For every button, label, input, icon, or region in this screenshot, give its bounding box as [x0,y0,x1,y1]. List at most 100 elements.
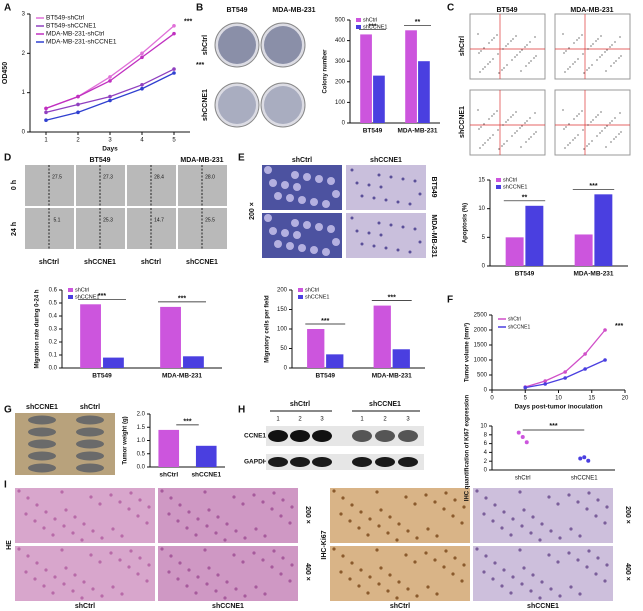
nucleus [397,522,401,526]
panel-letter: D [4,153,11,164]
nucleus [24,512,28,516]
band [398,457,418,467]
cell [291,219,299,227]
band [352,457,372,467]
nucleus [585,507,589,511]
nucleus [167,512,171,516]
label: MDA-MB-231 [430,214,437,257]
nucleus [442,565,446,569]
nucleus [169,496,173,500]
nucleus [127,565,131,569]
mouse [76,427,104,437]
event [496,110,498,112]
nucleus [540,522,544,526]
event [569,66,571,68]
mouse [76,439,104,449]
event [588,67,590,69]
nucleus [435,592,439,596]
event [610,65,612,67]
label: shCtrl [292,157,312,164]
nucleus [482,512,486,516]
y-tick-label: 200 [335,79,346,85]
panel-letter: C [447,3,454,14]
event [496,34,498,36]
event [582,53,584,55]
point [140,83,144,87]
nucleus [576,500,580,504]
mouse [28,427,56,437]
bar [360,34,372,123]
cell [384,246,388,250]
x-axis-label: Days [102,146,118,153]
event [614,41,616,43]
transwell-image [346,165,426,210]
nucleus [185,584,189,588]
nucleus [145,579,149,583]
event [526,44,528,46]
cell [401,177,405,181]
legend-label: shCtrl [508,316,521,322]
nucleus [98,560,102,564]
cell [310,198,318,206]
nucleus [17,547,21,551]
event [521,125,523,127]
event [562,33,564,35]
event [503,67,505,69]
legend-label: shCtrl [305,287,319,293]
nucleus [80,596,84,600]
event [572,63,574,65]
nucleus [232,495,236,499]
event [577,134,579,136]
nucleus [509,591,513,595]
event [529,41,531,43]
event [484,66,486,68]
point [172,71,176,75]
nucleus [500,584,504,588]
nucleus [169,554,173,558]
nucleus [379,508,383,512]
cell [408,250,412,254]
event [530,60,532,62]
cell [274,240,282,248]
nucleus [232,553,236,557]
event [577,58,579,60]
band [312,457,332,467]
event [600,35,602,37]
mouse [76,451,104,461]
cell [418,240,422,244]
label: 27.3 [103,174,113,180]
nucleus [339,570,343,574]
cell [379,185,383,189]
event [596,59,598,61]
nucleus [359,510,363,514]
cell [322,248,330,256]
event [525,141,527,143]
y-tick-label: 0.5 [49,301,58,307]
nucleus [377,524,381,528]
event [525,65,527,67]
y-tick-label: 2000 [474,328,488,334]
event [597,114,599,116]
event [512,114,514,116]
event [492,134,494,136]
event [583,148,585,150]
histology-image [473,488,613,543]
band [375,457,395,467]
nucleus [404,495,408,499]
event [563,52,565,54]
bar [392,349,410,368]
nucleus [261,558,265,562]
nucleus [270,565,274,569]
event [512,38,514,40]
cell [367,231,371,235]
nucleus [223,538,227,542]
label: 24 h [11,222,18,236]
nucleus [435,534,439,538]
band [352,430,372,442]
point [520,435,525,439]
label: MDA-MB-231 [180,157,223,164]
label: MDA-MB-231 [570,7,613,14]
legend-label: BT549-shCtrl [46,15,85,22]
event [601,54,603,56]
x-tick-label: MDA-MB-231 [397,128,437,135]
